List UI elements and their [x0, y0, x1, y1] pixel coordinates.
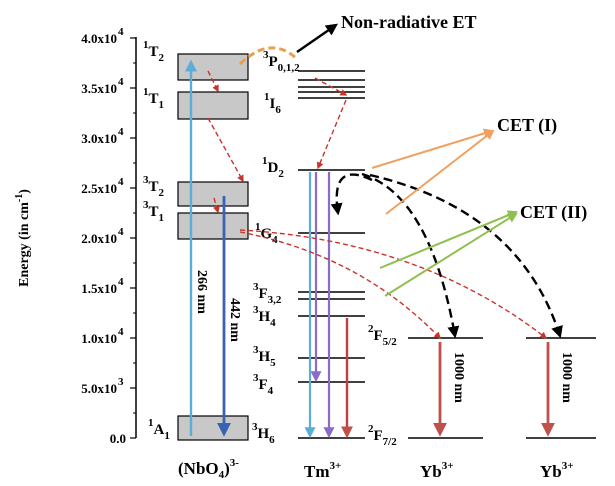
y-tick-label: 1.5x10 — [81, 281, 117, 296]
excitation-label: 266 nm — [194, 270, 209, 314]
emission-label: 442 nm — [227, 298, 242, 342]
nbo4-label-3T1: 3T1 — [143, 199, 164, 224]
y-tick-label: 4.0x10 — [81, 31, 117, 46]
y-tick-label: 2.5x10 — [81, 181, 117, 196]
yb2-column-label: Yb3+ — [540, 460, 574, 481]
yb-emission-label-1: 1000 nm — [451, 352, 466, 403]
yb-levels — [408, 337, 596, 439]
tm-label-3P: 3P0,1,2 — [263, 49, 300, 74]
tm-label-3H5: 3H5 — [253, 344, 276, 369]
tm-levels — [298, 70, 365, 439]
y-tick-exp: 4 — [118, 326, 124, 338]
y-tick-exp: 4 — [118, 26, 124, 38]
non-radiative-label: Non-radiative ET — [341, 12, 477, 32]
y-tick-exp: 3 — [118, 376, 124, 388]
cet2-arrows — [379, 210, 518, 297]
nbo4-level-1A1 — [177, 415, 249, 441]
y-axis-title: Energy (in cm-1) — [14, 189, 32, 287]
svg-text:Energy (in cm-1): Energy (in cm-1) — [14, 189, 32, 287]
y-tick-label: 5.0x10 — [81, 381, 117, 396]
tm-relaxation-arrows — [314, 77, 348, 170]
y-tick-label: 0.0 — [110, 431, 126, 446]
y-tick-exp: 4 — [118, 276, 124, 288]
nbo4-level-3T2 — [177, 181, 249, 207]
energy-transfer-arc — [238, 46, 297, 66]
tm-label-1I6: 1I6 — [264, 91, 281, 116]
y-tick-exp: 4 — [118, 126, 124, 138]
y-tick-label: 3.0x10 — [81, 131, 117, 146]
tm-label-3F32: 3F3,2 — [253, 281, 282, 306]
tm-label-3F4: 3F4 — [253, 372, 274, 397]
nbo4-level-1T1 — [177, 91, 249, 120]
y-tick-label: 3.5x10 — [81, 81, 117, 96]
cet1-label: CET (I) — [497, 115, 557, 136]
tm-label-3H6: 3H6 — [252, 421, 275, 446]
nbo4-label-1T1: 1T1 — [143, 86, 164, 111]
nbo4-level-1T2 — [177, 53, 249, 81]
nbo4-to-yb-curves — [239, 229, 548, 340]
y-axis-ticks — [130, 37, 136, 439]
yb-label-2F52: 2F5/2 — [368, 323, 397, 348]
y-tick-exp: 4 — [118, 176, 124, 188]
nbo4-label-3T2: 3T2 — [143, 174, 165, 199]
cet2-label: CET (II) — [520, 202, 587, 223]
non-radiative-arrow — [296, 23, 338, 53]
nbo4-level-3T1 — [177, 212, 249, 240]
tm-label-3H4: 3H4 — [253, 304, 276, 329]
y-tick-exp: 4 — [118, 226, 124, 238]
tm-column-label: Tm3+ — [304, 460, 341, 481]
nbo4-relaxation-arrows — [207, 70, 244, 214]
y-tick-label: 2.0x10 — [81, 231, 117, 246]
nbo4-column-label: (NbO4)3- — [178, 457, 239, 481]
nbo4-label-1T2: 1T2 — [143, 39, 165, 64]
nbo4-label-1A1: 1A1 — [148, 417, 170, 442]
yb-emission-label-2: 1000 nm — [559, 352, 574, 403]
cet1-arrows — [371, 128, 495, 215]
black-et-curves — [330, 172, 563, 339]
y-tick-exp: 4 — [118, 76, 124, 88]
y-tick-label: 1.0x10 — [81, 331, 117, 346]
yb-label-2F72: 2F7/2 — [368, 423, 397, 448]
tm-label-1D2: 1D2 — [262, 155, 284, 180]
yb1-column-label: Yb3+ — [420, 460, 454, 481]
